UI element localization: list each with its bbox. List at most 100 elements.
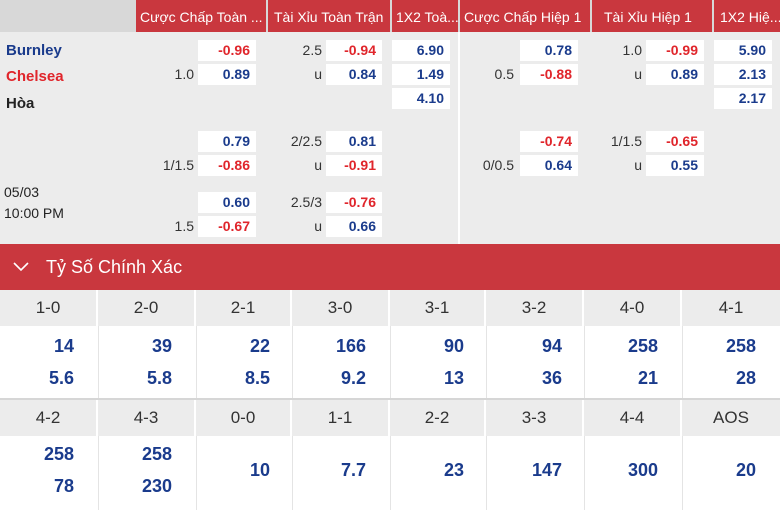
- score-label: 3-0: [292, 290, 390, 326]
- score-odds-home[interactable]: 14: [53, 336, 74, 356]
- score-odds[interactable]: 23: [443, 460, 464, 480]
- score-label: 4-3: [98, 400, 196, 436]
- score-odds[interactable]: 7.7: [340, 460, 366, 480]
- odds-1x2-draw[interactable]: 4.10: [392, 88, 450, 109]
- odds-h1-ou-over[interactable]: -0.65: [646, 131, 704, 152]
- score-odds-away[interactable]: 9.2: [340, 368, 366, 388]
- score-odds-away[interactable]: 21: [637, 368, 658, 388]
- ah-line: 1.0: [174, 66, 194, 82]
- score-odds-home[interactable]: 90: [443, 336, 464, 356]
- odds-1x2-away[interactable]: 1.49: [392, 64, 450, 85]
- odds-h1-ou-under[interactable]: 0.55: [646, 155, 704, 176]
- odds-ah-home[interactable]: 0.60: [198, 192, 256, 213]
- odds-h1-1x2-away[interactable]: 2.13: [714, 64, 772, 85]
- grid-column-line: [584, 436, 585, 510]
- score-header-row: 1-0 2-0 2-1 3-0 3-1 3-2 4-0 4-1: [0, 290, 780, 326]
- col-header-1x2-full[interactable]: 1X2 Toà...: [392, 0, 458, 32]
- half-separator: [458, 32, 460, 244]
- score-odds[interactable]: 20: [735, 460, 756, 480]
- odds-ah-away[interactable]: -0.67: [198, 216, 256, 237]
- score-odds-away[interactable]: 5.6: [48, 368, 74, 388]
- grid-column-line: [292, 436, 293, 510]
- score-odds-away[interactable]: 13: [443, 368, 464, 388]
- odds-ou-under[interactable]: 0.84: [326, 64, 382, 85]
- score-odds-away[interactable]: 78: [53, 476, 74, 496]
- odds-ou-over[interactable]: -0.76: [326, 192, 382, 213]
- score-odds-home[interactable]: 258: [43, 444, 74, 464]
- odds-h1-1x2-home[interactable]: 5.90: [714, 40, 772, 61]
- ou-under-label: u: [314, 218, 322, 234]
- ou-line: 2.5: [302, 42, 322, 58]
- score-odds-away[interactable]: 36: [541, 368, 562, 388]
- odds-1x2-home[interactable]: 6.90: [392, 40, 450, 61]
- odds-ou-under[interactable]: -0.91: [326, 155, 382, 176]
- odds-header: Cược Chấp Toàn ... Tài Xỉu Toàn Trận 1X2…: [0, 0, 780, 32]
- score-label: 3-2: [486, 290, 584, 326]
- odds-h1-ah-away[interactable]: 0.64: [520, 155, 578, 176]
- score-odds[interactable]: 10: [249, 460, 270, 480]
- score-odds-away[interactable]: 230: [141, 476, 172, 496]
- grid-column-line: [486, 436, 487, 510]
- section-title: Tỷ Số Chính Xác: [46, 257, 183, 277]
- score-label: 3-3: [486, 400, 584, 436]
- h1-ah-line: 0/0.5: [482, 157, 514, 173]
- grid-column-line: [98, 326, 99, 398]
- odds-ah-home[interactable]: -0.96: [198, 40, 256, 61]
- h1-ou-line: 1/1.5: [610, 133, 642, 149]
- score-label: 4-0: [584, 290, 682, 326]
- grid-column-line: [292, 326, 293, 398]
- h1-ou-under-label: u: [634, 157, 642, 173]
- odds-h1-1x2-draw[interactable]: 2.17: [714, 88, 772, 109]
- grid-column-line: [196, 326, 197, 398]
- col-header-over-under-full[interactable]: Tài Xỉu Toàn Trận: [268, 0, 390, 32]
- odds-h1-ah-home[interactable]: 0.78: [520, 40, 578, 61]
- odds-ah-away[interactable]: 0.89: [198, 64, 256, 85]
- col-header-handicap-full[interactable]: Cược Chấp Toàn ...: [136, 0, 266, 32]
- grid-column-line: [390, 436, 391, 510]
- odds-ou-under[interactable]: 0.66: [326, 216, 382, 237]
- ou-under-label: u: [314, 157, 322, 173]
- score-odds-home[interactable]: 258: [725, 336, 756, 356]
- score-odds-home[interactable]: 258: [627, 336, 658, 356]
- odds-h1-ou-over[interactable]: -0.99: [646, 40, 704, 61]
- home-team-name: Burnley: [6, 42, 62, 59]
- score-odds[interactable]: 147: [531, 460, 562, 480]
- h1-ou-line: 1.0: [622, 42, 642, 58]
- score-header-row: 4-2 4-3 0-0 1-1 2-2 3-3 4-4 AOS: [0, 400, 780, 436]
- score-odds-home[interactable]: 94: [541, 336, 562, 356]
- away-team-name: Chelsea: [6, 68, 64, 85]
- score-odds[interactable]: 300: [627, 460, 658, 480]
- col-header-1x2-half[interactable]: 1X2 Hiệ...: [714, 0, 780, 32]
- score-label: AOS: [713, 408, 749, 427]
- ou-under-label: u: [314, 66, 322, 82]
- col-header-over-under-half[interactable]: Tài Xỉu Hiệp 1: [592, 0, 712, 32]
- odds-ah-home[interactable]: 0.79: [198, 131, 256, 152]
- odds-h1-ou-under[interactable]: 0.89: [646, 64, 704, 85]
- score-odds-home[interactable]: 166: [335, 336, 366, 356]
- ou-line: 2/2.5: [290, 133, 322, 149]
- score-odds-home[interactable]: 258: [141, 444, 172, 464]
- odds-h1-ah-away[interactable]: -0.88: [520, 64, 578, 85]
- score-odds-away[interactable]: 8.5: [244, 368, 270, 388]
- odds-ou-over[interactable]: 0.81: [326, 131, 382, 152]
- chevron-down-icon[interactable]: [12, 259, 30, 273]
- h1-ou-under-label: u: [634, 66, 642, 82]
- score-label: 2-1: [196, 290, 292, 326]
- correct-score-section-header[interactable]: Tỷ Số Chính Xác: [0, 244, 780, 290]
- match-date: 05/03: [4, 184, 40, 200]
- odds-ah-away[interactable]: -0.86: [198, 155, 256, 176]
- grid-column-line: [486, 326, 487, 398]
- odds-h1-ah-home[interactable]: -0.74: [520, 131, 578, 152]
- col-header-handicap-half[interactable]: Cược Chấp Hiệp 1: [460, 0, 590, 32]
- score-odds-away[interactable]: 5.8: [146, 368, 172, 388]
- score-odds-home[interactable]: 39: [151, 336, 172, 356]
- score-label: 2-0: [98, 290, 196, 326]
- score-label: 4-4: [584, 400, 682, 436]
- score-label: 4-1: [718, 298, 744, 317]
- grid-column-line: [682, 326, 683, 398]
- grid-column-line: [682, 436, 683, 510]
- odds-ou-over[interactable]: -0.94: [326, 40, 382, 61]
- ah-line: 1/1.5: [162, 157, 194, 173]
- score-odds-away[interactable]: 28: [735, 368, 756, 388]
- score-odds-home[interactable]: 22: [249, 336, 270, 356]
